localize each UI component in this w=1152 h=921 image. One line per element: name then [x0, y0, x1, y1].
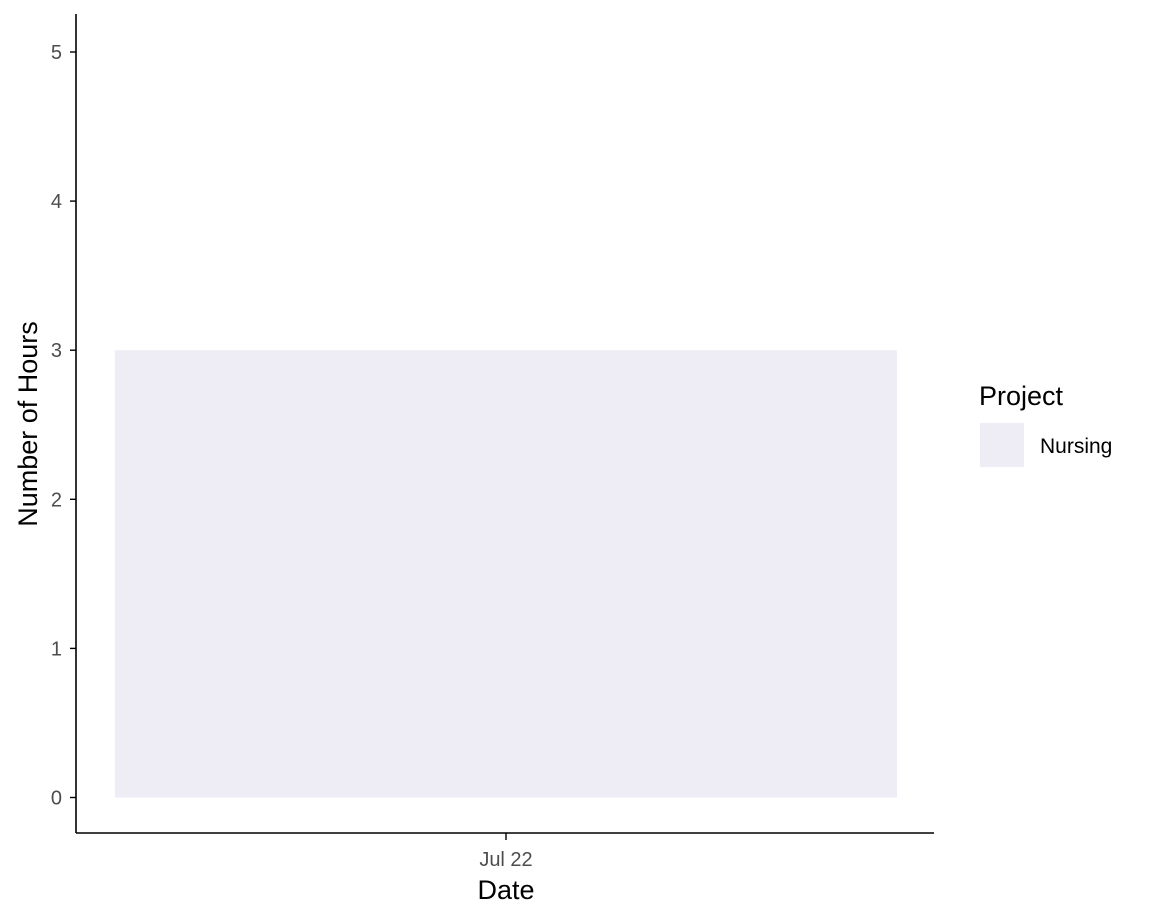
x-ticks: Jul 22 — [479, 833, 533, 871]
y-tick-label: 3 — [51, 340, 62, 362]
legend-label-nursing: Nursing — [1040, 435, 1112, 458]
x-axis-title: Date — [477, 875, 534, 905]
legend-title: Project — [979, 381, 1064, 411]
y-tick-label: 5 — [51, 42, 62, 64]
bars-layer — [115, 350, 897, 798]
bar-nursing — [115, 350, 897, 798]
y-tick-label: 0 — [51, 788, 62, 810]
y-tick-label: 2 — [51, 489, 62, 511]
y-tick-label: 1 — [51, 638, 62, 660]
legend-entries: Nursing — [980, 423, 1112, 467]
y-tick-label: 4 — [51, 191, 62, 213]
y-axis-title: Number of Hours — [13, 321, 43, 527]
legend-key-nursing — [980, 423, 1024, 467]
x-tick-label: Jul 22 — [479, 849, 532, 871]
y-ticks: 0 1 2 3 4 5 — [51, 42, 76, 810]
legend: Project Nursing — [979, 381, 1112, 467]
